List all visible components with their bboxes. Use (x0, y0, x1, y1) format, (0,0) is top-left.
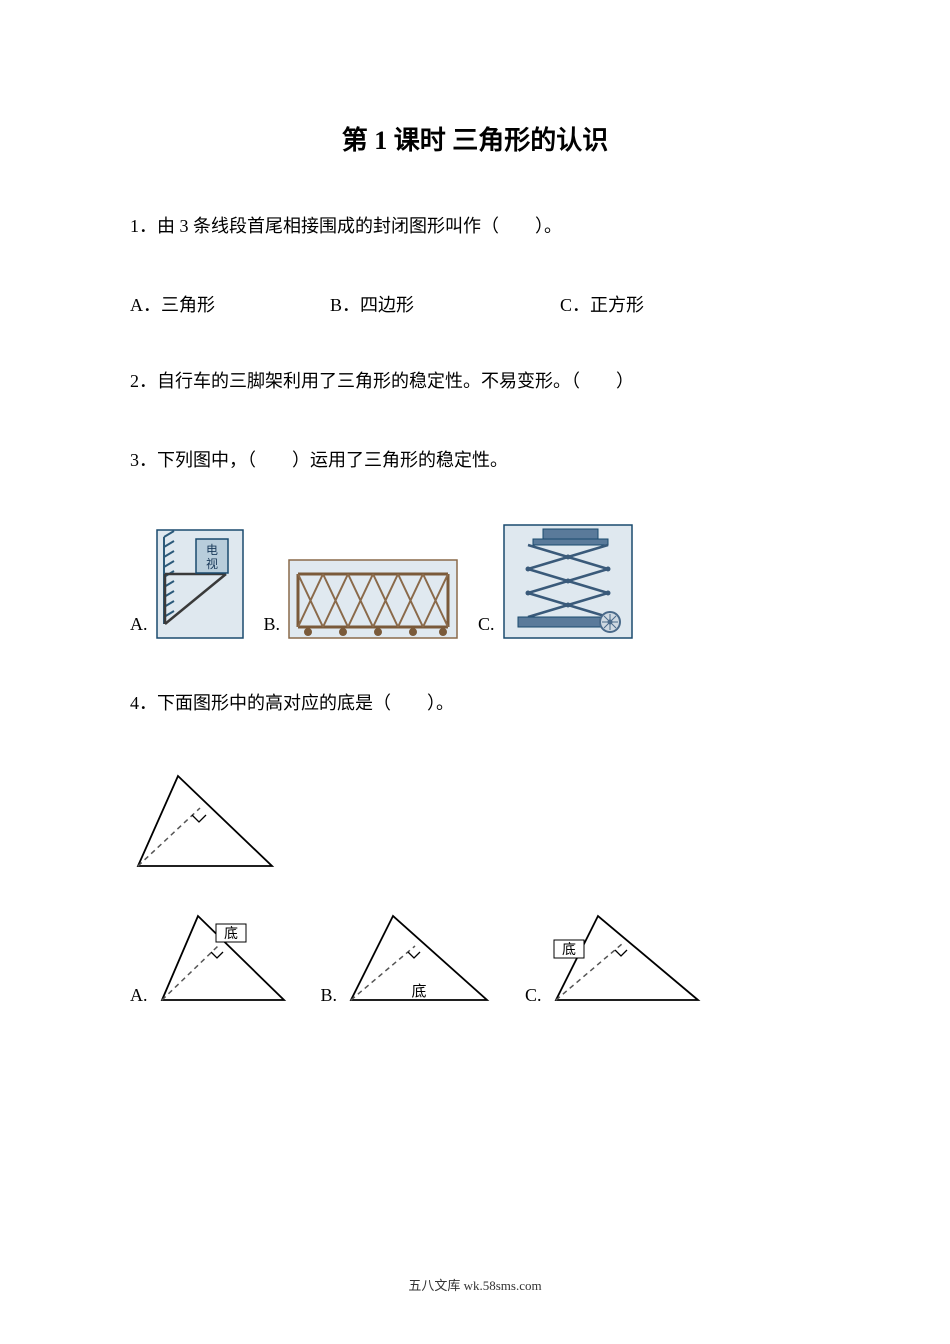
page-footer: 五八文库 wk.58sms.com (0, 1275, 950, 1294)
q1-option-b: B．四边形 (330, 291, 560, 317)
q4-label-a: A. (130, 985, 148, 1008)
triangle-c-icon: 底 (550, 908, 705, 1008)
q3-label-b: B. (264, 614, 281, 639)
triangle-a-icon: 底 (156, 908, 291, 1008)
q3-option-a: A. 电 (130, 529, 244, 639)
q3-label-c: C. (478, 614, 495, 639)
q4-label-b: B. (321, 985, 338, 1008)
base-label-c: 底 (562, 942, 576, 958)
reference-triangle-icon (130, 768, 280, 873)
question-4: 4．下面图形中的高对应的底是（ ）。 (130, 689, 820, 718)
q4-option-c: C. 底 (525, 908, 705, 1008)
triangle-b-icon: 底 (345, 908, 495, 1008)
folding-gate-icon (288, 559, 458, 639)
question-1: 1．由 3 条线段首尾相接围成的封闭图形叫作（ ）。 (130, 212, 820, 241)
base-label-a: 底 (224, 926, 238, 942)
q1-option-c: C．正方形 (560, 291, 760, 317)
q4-reference-triangle (130, 768, 820, 873)
q3-image-options: A. 电 (130, 524, 820, 639)
question-2: 2．自行车的三脚架利用了三角形的稳定性。不易变形。（ ） (130, 367, 820, 396)
q3-label-a: A. (130, 614, 148, 639)
question-3: 3．下列图中，（ ）运用了三角形的稳定性。 (130, 446, 820, 475)
base-label-b: 底 (412, 983, 427, 1000)
q1-options: A．三角形 B．四边形 C．正方形 (130, 291, 820, 317)
q4-option-a: A. 底 (130, 908, 291, 1008)
q3-option-c: C. (478, 524, 633, 639)
q4-triangle-options: A. 底 B. 底 (130, 908, 820, 1008)
q1-option-a: A．三角形 (130, 291, 330, 317)
tv-bracket-icon: 电 视 (156, 529, 244, 639)
svg-text:电: 电 (205, 543, 217, 557)
q4-label-c: C. (525, 985, 542, 1008)
svg-text:视: 视 (205, 556, 217, 571)
page-title: 第 1 课时 三角形的认识 (130, 120, 820, 157)
q3-option-b: B. (264, 559, 459, 639)
scissor-lift-icon (503, 524, 633, 639)
q4-option-b: B. 底 (321, 908, 496, 1008)
